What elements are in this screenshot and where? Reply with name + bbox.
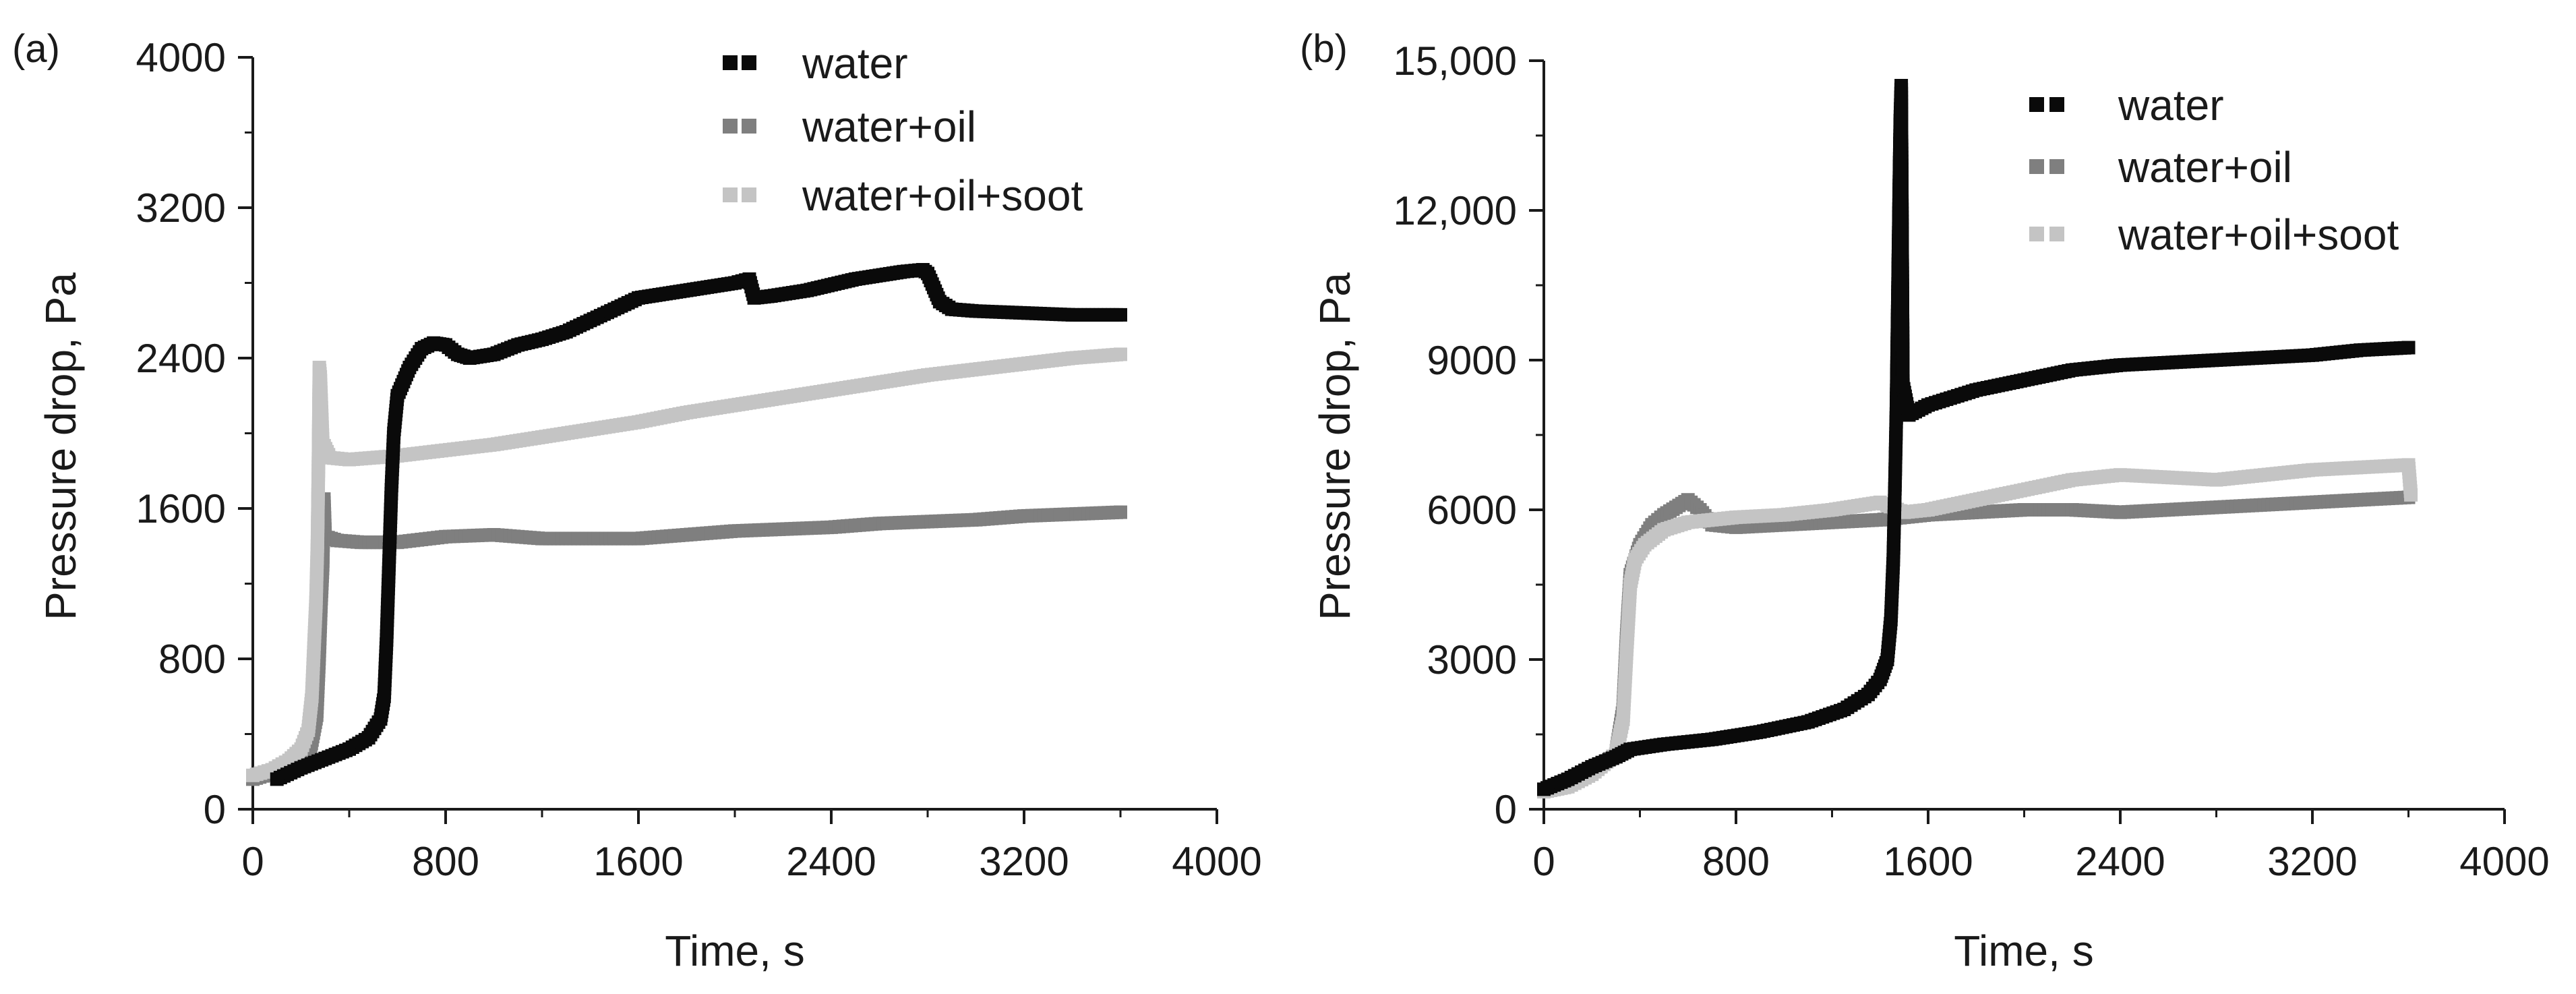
panel-a-x-ticks: 0 800 1600 2400 3200 4000	[241, 809, 1262, 884]
panel-a-x-axis-title: Time, s	[665, 927, 804, 975]
panel-b-x-axis-title: Time, s	[1954, 927, 2093, 975]
panel-b: (b) 0 3000 6000 9000 12,000 15,000 0 800 1600 24…	[1300, 27, 2550, 975]
legend-marker-water-oil-soot	[2049, 227, 2064, 241]
series-water	[270, 262, 1127, 786]
series-water-oil	[246, 492, 1127, 786]
legend-marker-water	[2049, 97, 2064, 112]
legend-label-water-oil-soot: water+oil+soot	[802, 171, 1083, 220]
legend-marker-water-oil	[2049, 159, 2064, 174]
panel-a-y-axis-title: Pressure drop, Pa	[36, 272, 85, 620]
legend-marker-water	[723, 55, 738, 70]
x-tick-label: 800	[1702, 839, 1770, 884]
legend-marker-water-oil	[742, 119, 756, 134]
legend-marker-water-oil-soot	[742, 187, 756, 202]
legend-label-water-oil: water+oil	[802, 103, 976, 151]
x-tick-label: 4000	[1172, 839, 1261, 884]
legend-marker-water	[2029, 97, 2044, 112]
panel-a-y-ticks: 0 800 1600 2400 3200 4000	[136, 35, 253, 832]
x-tick-label: 3200	[2267, 839, 2357, 884]
panel-b-y-axis-title: Pressure drop, Pa	[1311, 272, 1359, 620]
x-tick-label: 4000	[2459, 839, 2549, 884]
series-water	[1537, 79, 2416, 796]
x-tick-label: 1600	[593, 839, 683, 884]
x-tick-label: 0	[1532, 839, 1555, 884]
y-tick-label: 2400	[136, 336, 226, 381]
x-tick-label: 2400	[2075, 839, 2165, 884]
legend-marker-water	[742, 55, 756, 70]
panel-a-data	[246, 262, 1127, 786]
x-tick-label: 1600	[1883, 839, 1973, 884]
legend-label-water-oil-soot: water+oil+soot	[2118, 210, 2399, 259]
panel-a-legend: water water+oil water+oil+soot	[723, 39, 1083, 220]
y-tick-label: 0	[1495, 787, 1517, 832]
y-tick-label: 1600	[136, 486, 226, 531]
legend-label-water: water	[802, 39, 908, 88]
legend-marker-water-oil	[2029, 159, 2044, 174]
legend-marker-water-oil	[723, 119, 738, 134]
y-tick-label: 0	[204, 787, 226, 832]
legend-marker-water-oil-soot	[2029, 227, 2044, 241]
x-tick-label: 0	[241, 839, 264, 884]
y-tick-label: 4000	[136, 35, 226, 80]
data-point	[1114, 308, 1127, 322]
y-tick-label: 15,000	[1393, 38, 1517, 84]
legend-label-water: water	[2118, 81, 2224, 129]
x-tick-label: 3200	[979, 839, 1069, 884]
y-tick-label: 12,000	[1393, 188, 1517, 233]
data-point	[2404, 488, 2418, 502]
panel-a-label: (a)	[12, 27, 60, 71]
y-tick-label: 3200	[136, 185, 226, 231]
data-point	[1114, 505, 1127, 519]
x-tick-label: 2400	[786, 839, 876, 884]
y-tick-label: 800	[158, 637, 226, 682]
data-point	[1114, 347, 1127, 361]
data-point	[2401, 341, 2416, 355]
legend-label-water-oil: water+oil	[2118, 143, 2292, 192]
series-water-oil-soot	[246, 347, 1127, 782]
panel-b-data	[1537, 79, 2418, 799]
y-tick-label: 6000	[1427, 488, 1517, 533]
y-tick-label: 9000	[1427, 338, 1517, 383]
panel-b-x-ticks: 0 800 1600 2400 3200 4000	[1532, 809, 2550, 884]
panel-b-label: (b)	[1300, 27, 1348, 71]
panel-a: (a) 0 800 1600 2400 3200 4000 0 800 1600 2400 320…	[12, 27, 1262, 975]
x-tick-label: 800	[412, 839, 479, 884]
legend-marker-water-oil-soot	[723, 187, 738, 202]
y-tick-label: 3000	[1427, 637, 1517, 682]
panel-b-legend: water water+oil water+oil+soot	[2029, 81, 2399, 259]
panel-b-y-ticks: 0 3000 6000 9000 12,000 15,000	[1393, 38, 1544, 832]
